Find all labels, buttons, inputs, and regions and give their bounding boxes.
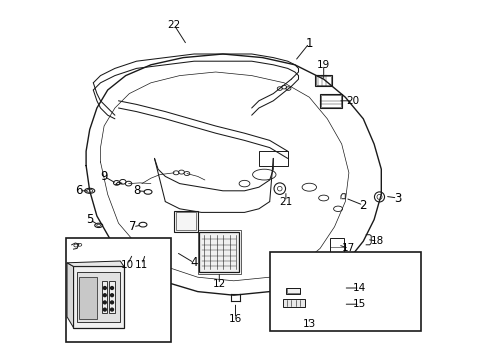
Bar: [269, 252, 420, 331]
Text: 4: 4: [190, 256, 198, 269]
Text: 11: 11: [135, 260, 148, 270]
Circle shape: [103, 294, 106, 297]
Bar: [321, 95, 340, 107]
Text: 13: 13: [302, 319, 315, 329]
Text: 3: 3: [393, 192, 400, 204]
Text: 7: 7: [129, 220, 136, 233]
Text: 20: 20: [345, 96, 358, 106]
Text: 9: 9: [100, 170, 108, 183]
Text: 19: 19: [316, 60, 330, 70]
Bar: [73, 266, 123, 328]
Text: 5: 5: [86, 213, 93, 226]
Bar: [66, 238, 170, 342]
Bar: [197, 230, 241, 274]
Bar: [329, 238, 343, 257]
Circle shape: [110, 301, 113, 304]
Bar: [102, 281, 107, 313]
Circle shape: [103, 301, 106, 304]
Text: 22: 22: [167, 20, 181, 30]
Text: 16: 16: [228, 314, 242, 324]
Circle shape: [110, 308, 113, 311]
Text: 14: 14: [352, 283, 366, 293]
Bar: [258, 151, 287, 166]
Ellipse shape: [97, 224, 101, 226]
Text: 12: 12: [212, 279, 225, 289]
Bar: [283, 299, 305, 307]
Text: 17: 17: [342, 243, 355, 253]
Text: 21: 21: [279, 197, 292, 207]
Text: 15: 15: [352, 299, 366, 309]
Bar: [320, 94, 341, 108]
Bar: [199, 232, 239, 272]
Bar: [176, 212, 196, 230]
Text: 10: 10: [121, 260, 134, 270]
Bar: [285, 288, 300, 294]
Bar: [316, 76, 330, 85]
Circle shape: [110, 294, 113, 297]
Text: 8: 8: [133, 184, 140, 197]
Text: 6: 6: [75, 184, 82, 197]
Bar: [77, 272, 120, 322]
Bar: [79, 277, 97, 319]
Circle shape: [110, 287, 113, 289]
Bar: [109, 281, 114, 313]
Bar: [314, 75, 331, 86]
Circle shape: [103, 308, 106, 311]
Text: 2: 2: [359, 199, 366, 212]
Polygon shape: [67, 261, 123, 266]
Circle shape: [103, 287, 106, 289]
Text: 1: 1: [305, 37, 312, 50]
Bar: [286, 288, 299, 293]
Polygon shape: [67, 263, 73, 328]
Bar: [174, 211, 197, 232]
Text: 18: 18: [370, 236, 384, 246]
